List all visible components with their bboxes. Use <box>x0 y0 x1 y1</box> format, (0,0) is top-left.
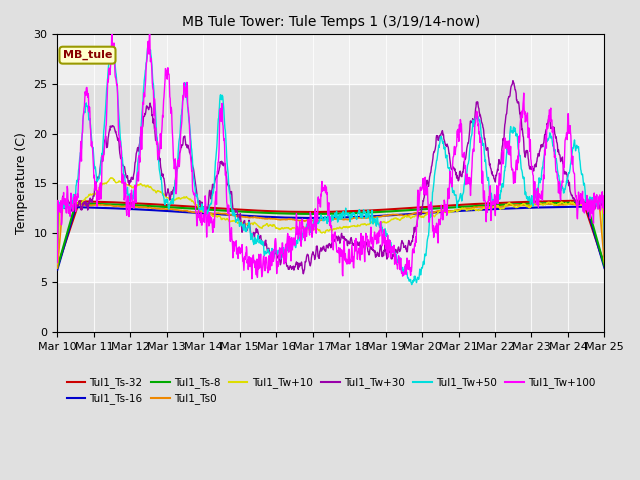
Bar <box>58 35 604 84</box>
Title: MB Tule Tower: Tule Temps 1 (3/19/14-now): MB Tule Tower: Tule Temps 1 (3/19/14-now… <box>182 15 480 29</box>
Bar <box>58 133 604 183</box>
Y-axis label: Temperature (C): Temperature (C) <box>15 132 28 234</box>
Text: MB_tule: MB_tule <box>63 50 112 60</box>
Legend: Tul1_Ts-32, Tul1_Ts-16, Tul1_Ts-8, Tul1_Ts0, Tul1_Tw+10, Tul1_Tw+30, Tul1_Tw+50,: Tul1_Ts-32, Tul1_Ts-16, Tul1_Ts-8, Tul1_… <box>62 373 600 408</box>
Bar <box>58 233 604 282</box>
